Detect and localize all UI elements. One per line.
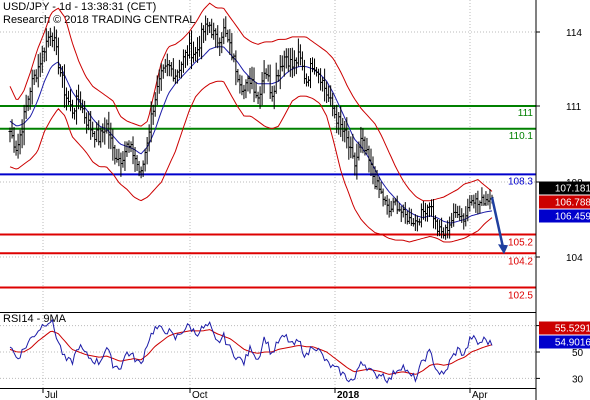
level-label: 111 — [518, 108, 534, 119]
rsi-line — [9, 318, 493, 384]
level-label: 104.2 — [508, 256, 533, 267]
level-label: 110.1 — [509, 131, 534, 142]
y-tick-label: 111 — [566, 102, 582, 113]
level-label: 108.3 — [508, 176, 533, 187]
ma-value-label: 106.459 — [555, 212, 590, 223]
x-tick-label: Jul — [45, 390, 58, 400]
rsi-tick-label: 50 — [572, 348, 584, 359]
last-price-label: 107.181 — [555, 184, 590, 195]
y-tick-label: 104 — [566, 253, 583, 264]
rsi-ma-value-label-box — [539, 321, 590, 335]
ma-value-label-box — [539, 209, 590, 223]
level-label: 102.5 — [508, 291, 533, 302]
forecast-arrow-head — [498, 244, 508, 255]
moving-average-line — [9, 46, 493, 224]
bollinger-value-label-box — [539, 195, 590, 209]
level-label: 105.2 — [508, 238, 533, 249]
chart-title: USD/JPY - 1d - 13:38:31 (CET) — [3, 1, 157, 13]
copyright-label: Research © 2018 TRADING CENTRAL — [3, 14, 196, 26]
rsi-value-label-box — [539, 335, 590, 349]
x-tick-label: 2018 — [337, 390, 360, 400]
bollinger-value-label: 106.788 — [555, 198, 590, 209]
rsi-ma-line — [9, 329, 493, 375]
y-tick-label: 114 — [566, 28, 582, 39]
x-tick-label: Apr — [472, 390, 488, 400]
rsi-tick-label: 30 — [572, 374, 584, 385]
last-price-label-box — [539, 181, 590, 195]
rsi-value-label: 54.9016 — [555, 338, 590, 349]
forecast-arrow — [490, 197, 505, 248]
bollinger-upper-line — [9, 2, 493, 202]
bollinger-lower-line — [9, 80, 493, 243]
rsi-ma-value-label: 55.5291 — [555, 324, 590, 335]
x-tick-label: Oct — [192, 390, 208, 400]
